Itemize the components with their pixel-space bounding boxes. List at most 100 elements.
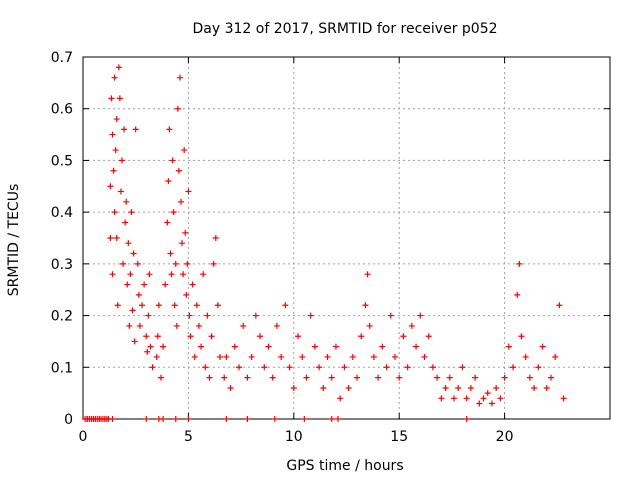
point-marker — [200, 271, 207, 278]
point-marker — [463, 416, 470, 422]
point-marker — [198, 343, 205, 350]
data-point — [442, 384, 449, 391]
data-point — [157, 374, 164, 381]
point-marker — [301, 416, 308, 422]
point-marker — [413, 343, 420, 350]
data-point — [480, 395, 487, 402]
data-point — [332, 343, 339, 350]
data-point — [290, 384, 297, 391]
point-marker — [114, 302, 121, 309]
data-point — [543, 384, 550, 391]
data-point — [476, 400, 483, 407]
point-marker — [354, 374, 361, 381]
point-marker — [187, 333, 194, 340]
data-point — [122, 219, 129, 226]
data-point — [438, 395, 445, 402]
data-point — [124, 281, 131, 288]
data-point — [181, 147, 188, 154]
point-marker — [514, 291, 521, 298]
data-point — [115, 64, 122, 71]
data-point — [303, 374, 310, 381]
data-point — [472, 374, 479, 381]
data-point — [109, 271, 116, 278]
point-marker — [178, 198, 185, 205]
point-marker — [316, 364, 323, 371]
point-marker — [183, 291, 190, 298]
data-point — [160, 343, 167, 350]
data-point — [514, 291, 521, 298]
x-tick-label: 15 — [390, 429, 408, 445]
data-point — [459, 364, 466, 371]
point-marker — [227, 384, 234, 391]
data-point — [84, 416, 91, 422]
data-point — [129, 307, 136, 314]
data-point — [112, 147, 119, 154]
point-marker — [429, 364, 436, 371]
point-marker — [290, 384, 297, 391]
data-point — [364, 271, 371, 278]
data-point — [118, 157, 125, 164]
data-point — [341, 364, 348, 371]
data-point — [109, 131, 116, 138]
point-marker — [202, 364, 209, 371]
x-tick-label: 0 — [79, 429, 88, 445]
plot-border — [82, 56, 611, 420]
point-marker — [223, 416, 230, 422]
data-point — [400, 333, 407, 340]
data-point — [299, 353, 306, 360]
point-marker — [116, 95, 123, 102]
data-point — [178, 198, 185, 205]
point-marker — [240, 322, 247, 329]
point-marker — [543, 384, 550, 391]
point-marker — [383, 364, 390, 371]
x-tick-label: 10 — [285, 429, 303, 445]
data-point — [208, 333, 215, 340]
point-marker — [282, 302, 289, 309]
point-marker — [130, 250, 137, 257]
point-marker — [337, 395, 344, 402]
y-tick-label: 0.3 — [51, 257, 73, 273]
point-marker — [111, 209, 118, 216]
point-marker — [179, 240, 186, 247]
data-point — [109, 416, 116, 422]
point-marker — [180, 271, 187, 278]
point-marker — [128, 209, 135, 216]
data-point — [252, 312, 259, 319]
data-point — [149, 364, 156, 371]
point-marker — [362, 302, 369, 309]
data-point — [110, 167, 117, 174]
point-marker — [328, 374, 335, 381]
point-marker — [328, 416, 335, 422]
point-marker — [421, 353, 428, 360]
point-marker — [125, 240, 132, 247]
x-tick-label: 5 — [184, 429, 193, 445]
data-point — [413, 343, 420, 350]
data-point — [526, 374, 533, 381]
point-marker — [84, 416, 91, 422]
data-point — [383, 364, 390, 371]
data-point — [493, 384, 500, 391]
point-marker — [168, 271, 175, 278]
y-tick-label: 0.5 — [51, 153, 73, 169]
point-marker — [531, 384, 538, 391]
point-marker — [172, 416, 179, 422]
data-point — [176, 74, 183, 81]
data-point — [153, 353, 160, 360]
data-point — [174, 105, 181, 112]
point-marker — [120, 260, 127, 267]
point-marker — [167, 250, 174, 257]
data-point — [375, 374, 382, 381]
y-tick-label: 0.6 — [51, 102, 73, 118]
data-point — [165, 178, 172, 185]
point-marker — [160, 416, 167, 422]
point-marker — [269, 374, 276, 381]
point-marker — [217, 353, 224, 360]
point-marker — [526, 374, 533, 381]
data-point — [164, 219, 171, 226]
point-marker — [547, 374, 554, 381]
point-marker — [139, 302, 146, 309]
point-marker — [123, 198, 130, 205]
point-marker — [265, 343, 272, 350]
point-marker — [278, 353, 285, 360]
